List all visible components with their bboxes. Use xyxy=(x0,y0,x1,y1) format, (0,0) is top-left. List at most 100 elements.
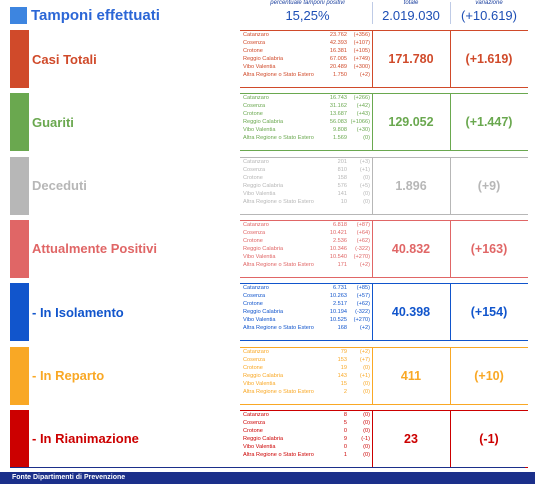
province-value: 153 xyxy=(337,356,347,363)
in-isolamento-label: - In Isolamento xyxy=(32,304,124,320)
attualmente-positivi-total: 40.832 xyxy=(391,241,431,256)
deceduti-box xyxy=(240,156,528,215)
province-value: 141 xyxy=(337,190,347,197)
province-value: 16.381 xyxy=(329,48,347,54)
province-value: 576 xyxy=(337,182,347,189)
footer-bar: Fonte Dipartimenti di Prevenzione xyxy=(0,472,535,484)
province-names: Catanzaro Cosenza Crotone Reggio Calabria Vi… xyxy=(243,348,365,396)
province-value: 9.808 xyxy=(333,127,347,134)
column-divider xyxy=(372,409,373,468)
attualmente-positivi-color-bar xyxy=(10,219,29,278)
province-value: 10.263 xyxy=(329,293,347,300)
province-delta: (0) xyxy=(363,380,370,387)
province-name: Crotone xyxy=(243,364,263,371)
province-name: Catanzaro xyxy=(243,95,269,102)
province-delta: (+64) xyxy=(356,229,370,236)
province-value: 10.525 xyxy=(329,317,347,324)
province-name: Reggio Calabria xyxy=(243,245,284,252)
province-value: 2.536 xyxy=(333,237,347,244)
province-value: 20.489 xyxy=(329,64,347,70)
province-deltas: (+85) (+57) (+62) (-322) (+270) (+2) xyxy=(346,284,370,332)
province-delta: (0) xyxy=(363,388,370,395)
tamponi-row: Tamponi effettuati 15,25% 2.019.030 (+10… xyxy=(0,6,535,25)
province-value: 56.083 xyxy=(329,119,347,126)
variation-caption: variazione xyxy=(475,0,503,6)
province-delta: (0) xyxy=(363,427,370,434)
province-value: 10.194 xyxy=(329,309,347,316)
province-name: Altra Regione o Stato Estero xyxy=(243,72,314,78)
province-delta: (+107) xyxy=(353,40,370,46)
province-delta: (+1066) xyxy=(350,119,370,126)
province-delta: (-322) xyxy=(355,245,370,252)
province-deltas: (+356) (+107) (+105) (+749) (+300) (+2) xyxy=(346,31,370,79)
province-value: 6.818 xyxy=(333,221,347,228)
province-name: Cosenza xyxy=(243,166,266,173)
column-divider xyxy=(372,156,373,215)
total-caption: totale xyxy=(403,0,419,6)
stat-row: Casi Totali Catanzaro Cosenza Crotone Reggio… xyxy=(0,30,535,88)
province-value: 23.762 xyxy=(329,32,347,38)
province-value: 171 xyxy=(337,261,347,268)
province-delta: (+62) xyxy=(356,237,370,244)
tamponi-variation: (+10.619) xyxy=(460,8,517,23)
attualmente-positivi-box xyxy=(240,219,528,278)
province-delta: (0) xyxy=(363,451,370,458)
column-divider xyxy=(450,346,451,405)
province-delta: (+85) xyxy=(356,285,370,292)
deceduti-variation: (+9) xyxy=(477,178,501,193)
in-rianimazione-total: 23 xyxy=(404,431,418,446)
guariti-variation: (+1.447) xyxy=(465,115,513,130)
province-delta: (0) xyxy=(363,443,370,450)
province-name: Reggio Calabria xyxy=(243,309,284,316)
province-value: 10.346 xyxy=(329,245,347,252)
province-values: 201 810 158 576 141 10 xyxy=(300,158,347,206)
casi-totali-box xyxy=(240,30,528,88)
province-delta: (+87) xyxy=(356,221,370,228)
province-name: Reggio Calabria xyxy=(243,372,284,379)
province-name: Altra Regione o Stato Estero xyxy=(243,198,314,205)
province-name: Crotone xyxy=(243,237,263,244)
province-name: Crotone xyxy=(243,111,263,118)
province-name: Reggio Calabria xyxy=(243,56,284,62)
in-isolamento-variation: (+154) xyxy=(470,305,508,320)
stat-row: Deceduti Catanzaro Cosenza Crotone Reggio Ca… xyxy=(0,156,535,215)
province-name: Reggio Calabria xyxy=(243,182,284,189)
province-names: Catanzaro Cosenza Crotone Reggio Calabria Vi… xyxy=(243,411,365,459)
province-delta: (-322) xyxy=(355,309,370,316)
province-deltas: (+3) (+1) (0) (+5) (0) (0) xyxy=(346,158,370,206)
province-value: 1.569 xyxy=(333,135,347,142)
province-value: 9 xyxy=(343,435,347,442)
in-rianimazione-label: - In Rianimazione xyxy=(32,431,139,447)
header-divider xyxy=(450,2,451,24)
province-delta: (+356) xyxy=(353,32,370,38)
province-delta: (0) xyxy=(363,419,370,426)
province-value: 1.750 xyxy=(333,72,347,78)
province-deltas: (+266) (+42) (+43) (+1066) (+30) (0) xyxy=(346,94,370,142)
province-names: Catanzaro Cosenza Crotone Reggio Calabria Vi… xyxy=(243,94,365,142)
province-name: Crotone xyxy=(243,427,263,434)
province-values: 16.743 31.162 13.687 56.083 9.808 1.569 xyxy=(300,94,347,142)
province-delta: (+2) xyxy=(359,325,370,332)
province-delta: (+2) xyxy=(359,348,370,355)
guariti-total: 129.052 xyxy=(388,115,434,130)
province-value: 10.421 xyxy=(329,229,347,236)
province-deltas: (0) (0) (0) (-1) (0) (0) xyxy=(346,411,370,459)
province-delta: (+1) xyxy=(359,372,370,379)
province-value: 143 xyxy=(337,372,347,379)
province-value: 67.005 xyxy=(329,56,347,62)
province-deltas: (+2) (+7) (0) (+1) (0) (0) xyxy=(346,348,370,396)
stat-row: - In Rianimazione Catanzaro Cosenza Crotone… xyxy=(0,409,535,468)
province-name: Catanzaro xyxy=(243,348,269,355)
province-delta: (0) xyxy=(363,190,370,197)
province-name: Vibo Valentia xyxy=(243,64,276,70)
province-value: 31.162 xyxy=(329,103,347,110)
province-name: Crotone xyxy=(243,301,263,308)
province-delta: (+2) xyxy=(359,72,370,78)
footer-source: Fonte Dipartimenti di Prevenzione xyxy=(12,474,126,481)
province-name: Crotone xyxy=(243,48,263,54)
province-name: Altra Regione o Stato Estero xyxy=(243,325,314,332)
casi-totali-color-bar xyxy=(10,30,29,88)
column-divider xyxy=(372,93,373,152)
province-name: Vibo Valentia xyxy=(243,317,276,324)
